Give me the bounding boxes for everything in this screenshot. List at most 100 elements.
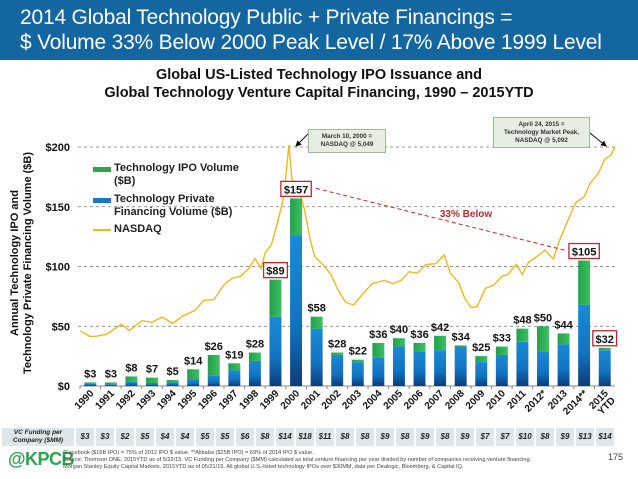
vc-funding-cell: $18 xyxy=(296,428,314,446)
x-tick-text: 2008 xyxy=(443,388,467,412)
bar-private-2009 xyxy=(475,362,488,386)
annotation-2015-line-2: Technology Market Peak, xyxy=(503,129,580,136)
bar-ipo-2000 xyxy=(290,198,303,236)
legend-swatch-ipo xyxy=(93,167,111,172)
bar-total-label: $44 xyxy=(554,319,573,331)
bar-private-2002 xyxy=(331,354,344,386)
vc-funding-cell: $8 xyxy=(336,428,354,446)
x-tick-text: 2002 xyxy=(320,388,344,412)
bar-ipo-1993 xyxy=(146,377,158,384)
highlight-box xyxy=(280,180,312,198)
x-tick-label: 1995 xyxy=(176,388,200,412)
bar-ipo-2006 xyxy=(413,342,426,352)
highlight-box xyxy=(262,261,289,279)
bar-total-label: $5 xyxy=(166,366,178,378)
x-tick-label: 2003 xyxy=(340,388,364,412)
x-tick-label: 2001 xyxy=(299,388,323,412)
chart-title-line-1: Global US-Listed Technology IPO Issuance… xyxy=(155,67,483,83)
x-tick-text: 2006 xyxy=(402,388,426,412)
x-tick-label: 2008 xyxy=(443,388,467,412)
y-tick-label: $200 xyxy=(46,142,70,154)
bar-total-label: $33 xyxy=(493,333,511,345)
x-tick-label: 2004 xyxy=(361,388,385,412)
legend-private: Technology Private Financing Volume ($B) xyxy=(93,193,232,219)
bar-private-2003 xyxy=(351,362,364,386)
vc-funding-cell: $5 xyxy=(216,428,234,446)
bar-total-label: $42 xyxy=(431,322,449,334)
x-tick-label: 2010 xyxy=(484,388,508,412)
annotation-2000-line-1: March 10, 2000 = xyxy=(321,133,373,140)
vc-funding-cell: $10 xyxy=(516,428,534,446)
x-tick-text: 2009 xyxy=(464,388,488,412)
bar-total-label: $34 xyxy=(451,331,470,343)
header-line-2: $ Volume 33% Below 2000 Peak Level / 17%… xyxy=(20,31,602,54)
legend-private-label-1: Technology Private xyxy=(114,193,215,205)
x-tick-text: 1993 xyxy=(135,388,159,412)
decline-line xyxy=(315,187,567,252)
highlight-box xyxy=(592,330,618,347)
vc-funding-cell: $8 xyxy=(396,428,414,446)
vc-funding-cell: $4 xyxy=(176,428,194,446)
x-tick-text: 1995 xyxy=(176,388,200,412)
bar-ipo-2015 YTD xyxy=(598,347,611,351)
chart-canvas: $0$50$100$150$200 $3 $3 $8 $7 $5$14$26$19$28… xyxy=(46,132,618,417)
bar-total-label: $26 xyxy=(205,341,223,353)
bar-total-label: $105 xyxy=(572,247,596,259)
x-tick-label: 1993 xyxy=(135,388,159,412)
y-tick-label: $150 xyxy=(46,202,70,214)
bar-total-label: $3 xyxy=(84,368,96,380)
footnote-1: *Facebook ($16B IPO) = 75% of 2012 IPO $… xyxy=(63,450,314,456)
x-tick-text: 1990 xyxy=(73,388,97,412)
highlight-box xyxy=(568,242,600,260)
bar-total-label: $22 xyxy=(349,346,367,358)
x-tick-text: 2012* xyxy=(523,388,549,414)
bar-ipo-2009 xyxy=(475,356,488,363)
annotation-2015-line-3: NASDAQ @ 5,092 xyxy=(515,137,568,144)
x-tick-text: 1999 xyxy=(258,388,282,412)
bar-total-label: $19 xyxy=(225,349,243,361)
header-line-1: 2014 Global Technology Public + Private … xyxy=(20,6,513,29)
x-tick-text: 1998 xyxy=(238,388,262,412)
bar-ipo-1994 xyxy=(166,380,179,383)
x-tick-label: 2015YTD xyxy=(587,388,618,417)
bar-total-label: $50 xyxy=(534,312,552,324)
bar-ipo-2010 xyxy=(495,346,508,355)
x-tick-label: 2002 xyxy=(320,388,344,412)
vc-funding-cell: $2 xyxy=(116,428,134,446)
legend-swatch-private xyxy=(93,198,111,203)
bar-ipo-2008 xyxy=(454,345,467,347)
arrow-2015-peak xyxy=(589,132,607,147)
vc-funding-label-1: VC Funding per xyxy=(13,429,63,436)
footnote-3: Morgan Stanley Equity Capital Markets, 2… xyxy=(63,464,464,470)
vc-funding-cell: $14 xyxy=(276,428,294,446)
bar-ipo-1995 xyxy=(187,369,200,380)
bar-private-1994 xyxy=(166,382,179,386)
x-tick-text: 1992 xyxy=(114,388,138,412)
bar-ipo-1990 xyxy=(84,382,97,384)
page-number: 175 xyxy=(608,452,624,462)
bar-private-2014** xyxy=(578,304,591,386)
bar-private-1990 xyxy=(84,383,97,386)
bar-private-2001 xyxy=(310,328,323,386)
vc-funding-cell: $9 xyxy=(416,428,434,446)
legend-nasdaq: NASDAQ xyxy=(93,223,162,236)
bar-private-1999 xyxy=(269,316,282,386)
bar-private-2011 xyxy=(516,341,529,386)
bar-private-2005 xyxy=(392,346,405,386)
bar-private-2013 xyxy=(557,344,570,386)
x-tick-text: 1991 xyxy=(93,388,117,412)
bar-total-label: $28 xyxy=(246,339,264,351)
bar-total-label: $28 xyxy=(328,339,346,351)
chart-title-line-2: Global Technology Venture Capital Financ… xyxy=(104,85,534,101)
legend-ipo: Technology IPO Volume ($B) xyxy=(93,162,239,188)
x-tick-label: 2000 xyxy=(279,388,303,412)
x-tick-text: 2004 xyxy=(361,388,385,412)
bar-private-2015 YTD xyxy=(598,350,611,386)
x-tick-label: 1994 xyxy=(155,388,179,412)
legend-private-label-2: Financing Volume ($B) xyxy=(114,206,233,218)
bar-ipo-1996 xyxy=(207,354,220,376)
bar-total-label: $157 xyxy=(284,184,308,196)
x-tick-label: 1991 xyxy=(93,388,117,412)
x-tick-label: 1998 xyxy=(238,388,262,412)
bar-ipo-2014** xyxy=(578,260,591,305)
